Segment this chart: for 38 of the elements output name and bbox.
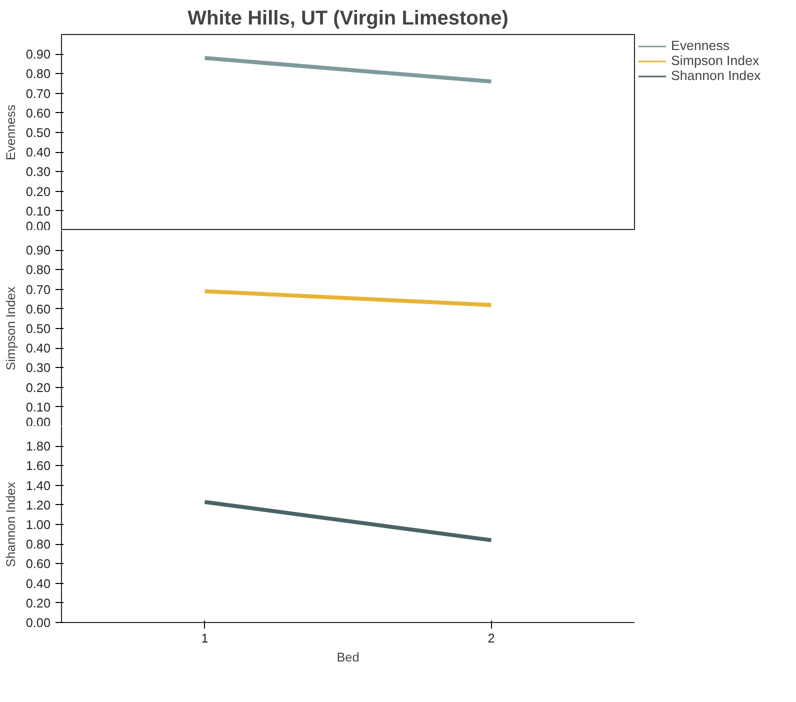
x-axis-title: Bed: [336, 650, 360, 664]
y-tick-label: 0.40: [26, 146, 51, 160]
y-tick-label: 0.80: [26, 67, 51, 82]
x-tick-label: 1: [201, 632, 208, 646]
y-tick-label: 0.60: [26, 302, 51, 316]
y-tick-label: 0.40: [26, 342, 51, 356]
legend-label: Evenness: [671, 38, 730, 53]
y-tick-label: 1.60: [26, 459, 51, 474]
y-tick-label: 0.20: [26, 184, 51, 199]
y-tick-label: 1.40: [26, 478, 51, 493]
legend-label: Simpson Index: [671, 53, 760, 68]
y-tick-label: 0.10: [26, 400, 51, 414]
y-tick-label: 0.20: [26, 380, 51, 395]
y-tick-label: 1.80: [26, 440, 51, 454]
y-tick-label: 0.80: [26, 263, 51, 278]
x-tick-label: 2: [488, 632, 495, 646]
y-tick-label: 0.30: [26, 165, 51, 180]
y-tick-label: 0.90: [26, 244, 51, 258]
y-axis-title: Evenness: [4, 104, 18, 160]
y-tick-label: 0.30: [26, 361, 51, 376]
y-tick-label: 0.40: [26, 576, 51, 591]
y-tick-label: 0.70: [26, 282, 51, 297]
y-tick-label: 1.00: [26, 518, 51, 532]
y-tick-label: 0.70: [26, 86, 51, 101]
y-tick-label: 0.50: [26, 322, 51, 336]
y-axis-title: Simpson Index: [4, 286, 18, 370]
legend-label: Shannon Index: [671, 68, 761, 83]
y-tick-label: 0.20: [26, 596, 51, 610]
y-axis-title: Shannon Index: [4, 481, 18, 568]
y-tick-label: 0.80: [26, 538, 51, 552]
y-tick-label: 0.60: [26, 557, 51, 572]
y-tick-label: 0.60: [26, 106, 51, 120]
y-tick-label: 0.90: [26, 48, 51, 62]
y-tick-label: 0.00: [26, 616, 51, 630]
y-tick-label: 1.20: [26, 498, 51, 512]
y-tick-label: 0.10: [26, 204, 51, 218]
y-tick-label: 0.50: [26, 126, 51, 140]
chart-title: White Hills, UT (Virgin Limestone): [188, 8, 508, 30]
